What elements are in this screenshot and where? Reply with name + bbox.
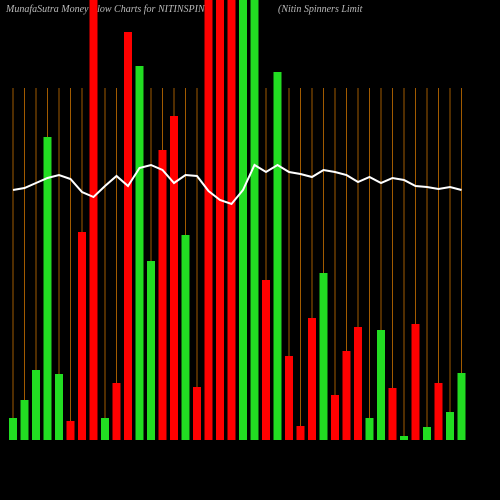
bar <box>331 395 339 440</box>
bar <box>193 387 201 440</box>
bar <box>296 426 305 440</box>
bar <box>112 383 121 440</box>
bar <box>457 373 466 440</box>
bar <box>342 351 351 440</box>
bar <box>135 66 144 440</box>
chart-title: MunafaSutra Money Flow Charts for NITINS… <box>5 4 206 15</box>
bar <box>446 412 454 440</box>
bar <box>101 418 109 440</box>
bar <box>9 418 17 440</box>
bar <box>308 318 316 440</box>
bar <box>89 0 98 440</box>
bar <box>55 374 63 440</box>
bar <box>43 137 52 440</box>
bar <box>78 232 86 440</box>
bar <box>147 261 155 440</box>
bar <box>158 150 167 440</box>
bar <box>285 356 293 440</box>
bar <box>204 0 213 440</box>
bar <box>66 421 75 440</box>
money-flow-line <box>12 163 462 206</box>
bar <box>365 418 374 440</box>
bar <box>377 330 385 440</box>
bar <box>388 388 397 440</box>
bar <box>250 0 259 440</box>
bar <box>411 324 420 440</box>
bar <box>400 436 408 440</box>
bar <box>434 383 443 440</box>
bar <box>354 327 362 440</box>
bar <box>319 273 328 440</box>
bar <box>124 32 132 440</box>
bar <box>262 280 270 440</box>
bar <box>239 0 247 440</box>
bar <box>32 370 40 440</box>
bar <box>20 400 29 440</box>
bar <box>227 0 236 440</box>
bar <box>273 72 282 440</box>
bar <box>216 0 224 440</box>
chart-subtitle: (Nitin Spinners Limit <box>278 4 363 15</box>
bar <box>170 116 178 440</box>
bar <box>181 235 190 440</box>
bar <box>423 427 431 440</box>
